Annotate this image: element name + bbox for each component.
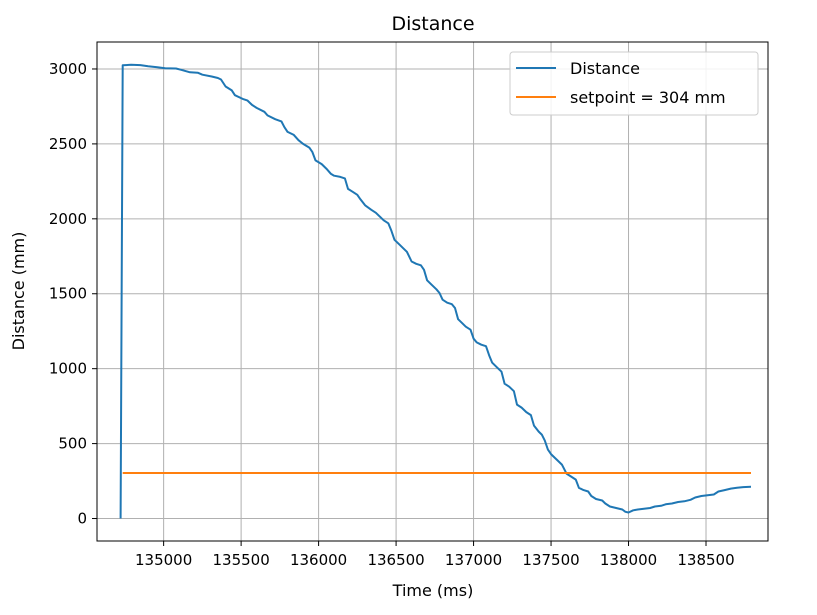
y-tick-label: 500 (58, 435, 87, 453)
x-tick-label: 135000 (135, 551, 192, 569)
legend-box (509, 51, 759, 116)
x-tick-label: 137500 (522, 551, 579, 569)
y-tick-label: 2500 (49, 135, 87, 153)
x-tick-label: 136000 (290, 551, 347, 569)
y-tick-label: 1000 (49, 360, 87, 378)
grid (97, 42, 768, 541)
y-axis-label: Distance (mm) (9, 232, 28, 351)
y-tick-label: 0 (77, 510, 87, 528)
y-tick-label: 3000 (49, 60, 87, 78)
y-axis: 0 500 1000 1500 2000 2500 3000 (49, 60, 97, 528)
legend-label-distance: Distance (570, 59, 640, 78)
chart-title: Distance (391, 13, 474, 35)
x-axis: 135000 135500 136000 136500 137000 137500 1380… (135, 541, 735, 569)
x-axis-label: Time (ms) (392, 581, 474, 600)
x-tick-label: 135500 (212, 551, 269, 569)
x-tick-label: 138500 (677, 551, 734, 569)
series-layer (119, 63, 752, 519)
legend-label-setpoint: setpoint = 304 mm (570, 88, 726, 107)
x-tick-label: 138000 (600, 551, 657, 569)
y-tick-label: 2000 (49, 210, 87, 228)
plot-area-frame (96, 41, 769, 542)
y-tick-label: 1500 (49, 285, 87, 303)
x-tick-label: 137000 (445, 551, 502, 569)
legend: Distance setpoint = 304 mm (509, 51, 759, 116)
x-tick-label: 136500 (367, 551, 424, 569)
distance-series-line (119, 63, 752, 519)
